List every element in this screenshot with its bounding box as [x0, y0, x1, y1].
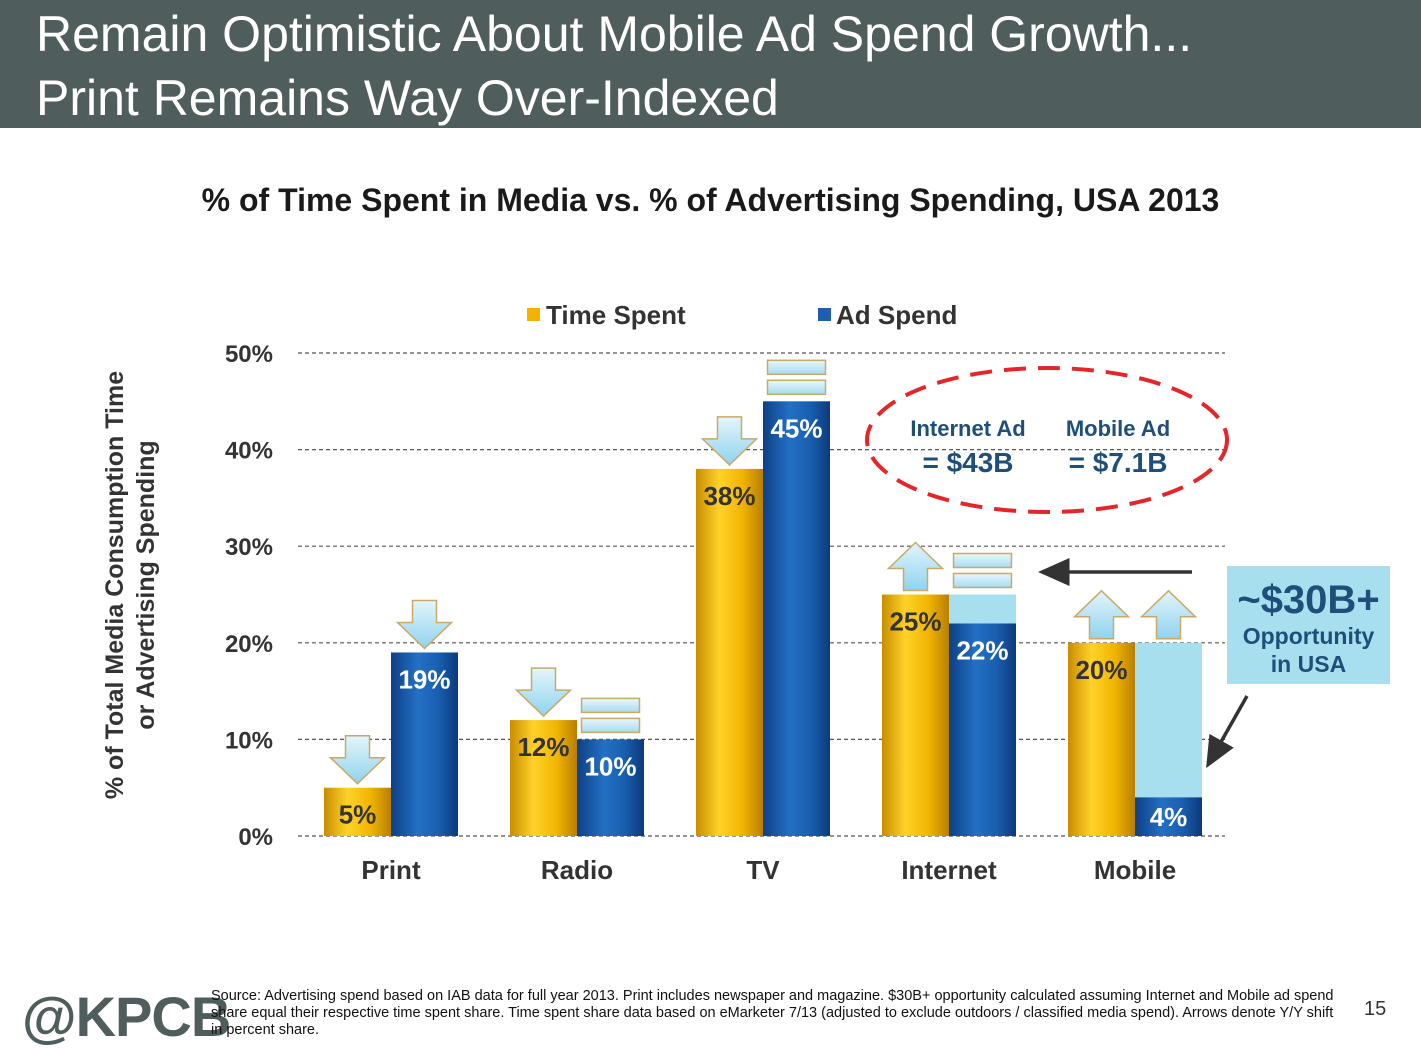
bar: [1135, 797, 1202, 836]
up-arrow-icon: [886, 541, 945, 592]
equal-sign-icon: [952, 572, 1013, 589]
callout-value: ~$30B+: [1237, 578, 1380, 622]
equal-sign-icon: [766, 359, 827, 376]
oval-outline: [865, 366, 1229, 514]
source-note: Source: Advertising spend based on IAB d…: [211, 988, 1334, 1038]
up-arrow-icon: [1139, 589, 1198, 640]
legend-swatch: [527, 308, 540, 321]
category-label: Internet: [901, 855, 997, 885]
bar: [882, 594, 949, 836]
bar: [577, 739, 644, 836]
down-arrow-icon: [328, 734, 387, 785]
bar: [949, 623, 1016, 836]
data-label: 10%: [584, 751, 636, 781]
bar: [324, 787, 391, 836]
data-label: 4%: [1150, 802, 1188, 832]
category-label: Mobile: [1094, 855, 1176, 885]
ad-spend-oval: Internet Ad = $43B Mobile Ad = $7.1B: [865, 366, 1229, 514]
bar: [696, 468, 763, 836]
yoy-markers: [328, 359, 1198, 785]
callout-line2: in USA: [1270, 651, 1347, 677]
data-label: 5%: [339, 800, 377, 830]
data-label: 12%: [517, 732, 569, 762]
oval-mobile-value: = $7.1B: [1069, 447, 1168, 478]
up-arrow-icon: [1072, 589, 1131, 640]
equal-sign-icon: [952, 552, 1013, 569]
data-label: 45%: [770, 413, 822, 443]
bar: [391, 652, 458, 836]
slide-title-line2: Print Remains Way Over-Indexed: [36, 70, 779, 126]
equal-sign-icon: [766, 379, 827, 396]
y-tick-label: 30%: [225, 534, 273, 561]
opportunity-gap-bar: [949, 594, 1016, 624]
chart-title: % of Time Spent in Media vs. % of Advert…: [201, 182, 1220, 218]
title-bar: Remain Optimistic About Mobile Ad Spend …: [0, 0, 1421, 128]
legend-swatch: [818, 308, 831, 321]
bar: [763, 401, 830, 836]
page-number: 15: [1364, 998, 1387, 1020]
opportunity-callout: ~$30B+ Opportunity in USA: [1227, 566, 1390, 684]
data-label: 20%: [1075, 655, 1127, 685]
y-tick-label: 40%: [225, 438, 273, 465]
kpcb-logo: @KPCB: [22, 985, 231, 1048]
category-label: Radio: [541, 855, 613, 885]
category-label: TV: [746, 855, 780, 885]
down-arrow-icon: [514, 667, 573, 718]
slide-title-line1: Remain Optimistic About Mobile Ad Spend …: [36, 6, 1193, 62]
down-arrow-icon: [395, 599, 454, 650]
category-labels: Print Radio TV Internet Mobile: [361, 855, 1176, 885]
equal-sign-icon: [580, 697, 641, 714]
data-label: 25%: [889, 607, 941, 637]
legend: Time Spent Ad Spend: [527, 300, 957, 330]
legend-label: Ad Spend: [836, 300, 957, 330]
category-label: Print: [361, 855, 421, 885]
bar: [1068, 642, 1135, 836]
y-tick-label: 10%: [225, 727, 273, 754]
legend-label: Time Spent: [546, 300, 686, 330]
opportunity-gap-bar: [1135, 642, 1202, 798]
oval-internet-value: = $43B: [922, 447, 1013, 478]
bars: [324, 401, 1202, 836]
y-tick-label: 50%: [225, 341, 273, 368]
equal-sign-icon: [580, 717, 641, 734]
y-tick-label: 0%: [238, 824, 273, 851]
y-tick-label: 20%: [225, 631, 273, 658]
oval-mobile-label: Mobile Ad: [1066, 416, 1170, 441]
y-axis-ticks: 0% 10% 20% 30% 40% 50%: [225, 341, 273, 851]
data-labels: 5% 19% 12% 10% 38% 45% 25% 22% 20% 4%: [339, 413, 1188, 832]
callout-line1: Opportunity: [1242, 623, 1375, 649]
data-label: 19%: [398, 664, 450, 694]
data-label: 38%: [703, 481, 755, 511]
callout-arrow-down: [1206, 695, 1249, 769]
bar: [510, 720, 577, 836]
oval-internet-label: Internet Ad: [910, 416, 1025, 441]
opportunity-gaps: [949, 594, 1202, 798]
down-arrow-icon: [700, 416, 759, 466]
data-label: 22%: [956, 635, 1008, 665]
